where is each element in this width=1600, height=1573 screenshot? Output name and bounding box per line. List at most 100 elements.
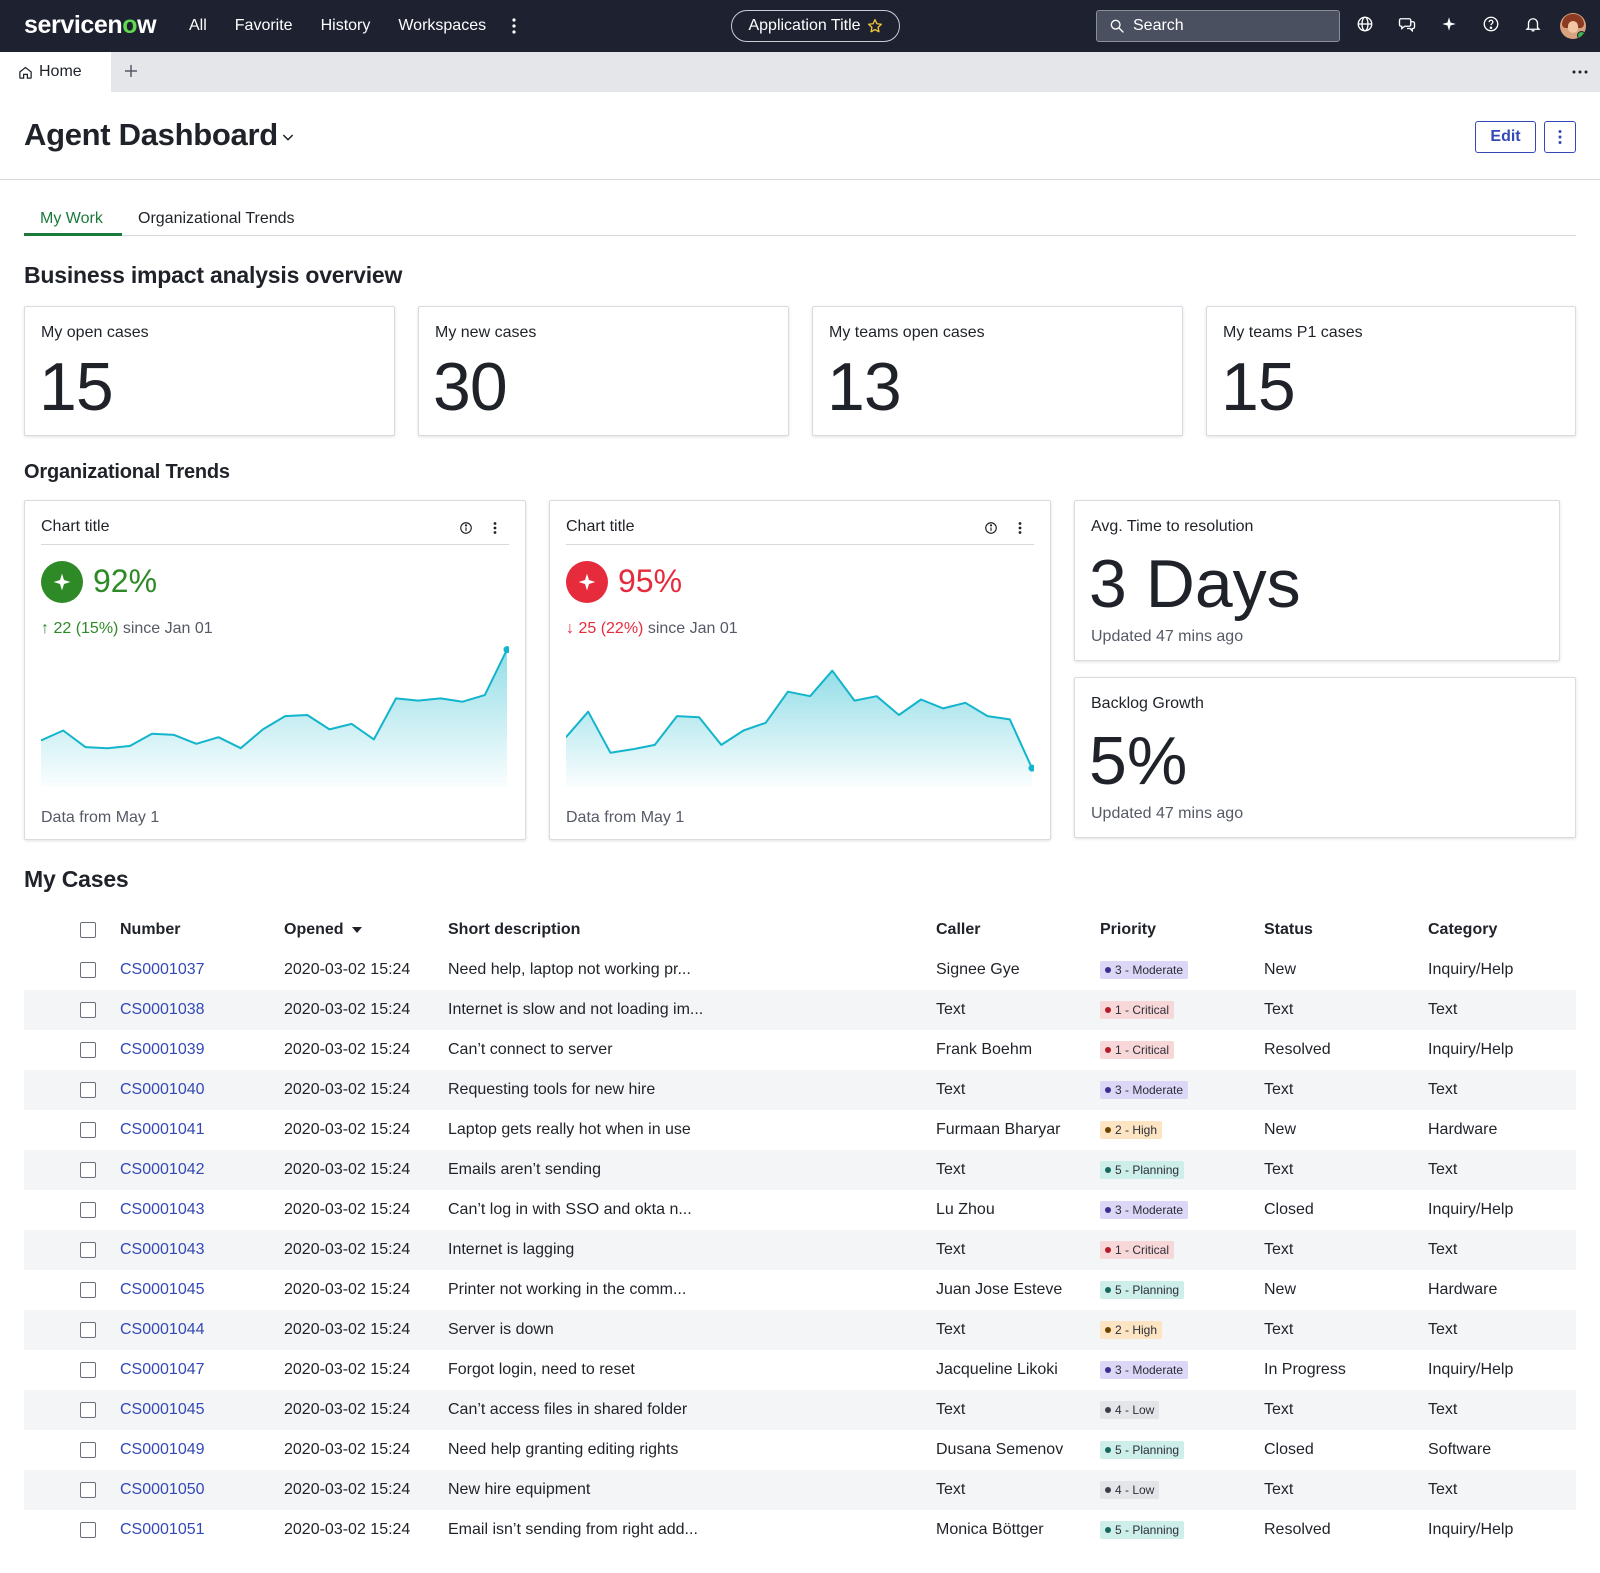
column-header-priority[interactable]: Priority xyxy=(1100,921,1157,938)
area-chart-2[interactable] xyxy=(566,639,1034,787)
column-header-short-description[interactable]: Short description xyxy=(448,921,581,938)
trend-chart-card-1[interactable]: Chart title 92% ↑ 22 (15%) since Jan 01 … xyxy=(24,500,526,840)
short-description: Email isn’t sending from right add... xyxy=(448,1521,698,1538)
nav-workspaces[interactable]: Workspaces xyxy=(398,17,487,34)
kpi-card-teams-open-cases[interactable]: My teams open cases 13 xyxy=(812,306,1183,436)
table-row[interactable]: CS0001051 2020-03-02 15:24 Email isn’t sen… xyxy=(24,1510,1576,1550)
case-number-link[interactable]: CS0001043 xyxy=(120,1241,205,1258)
globe-icon[interactable] xyxy=(1355,14,1375,34)
info-icon[interactable] xyxy=(984,521,998,535)
row-checkbox[interactable] xyxy=(80,1282,96,1298)
row-checkbox[interactable] xyxy=(80,1402,96,1418)
table-row[interactable]: CS0001044 2020-03-02 15:24 Server is down T… xyxy=(24,1310,1576,1350)
table-row[interactable]: CS0001040 2020-03-02 15:24 Requesting tool… xyxy=(24,1070,1576,1110)
table-row[interactable]: CS0001038 2020-03-02 15:24 Internet is slo… xyxy=(24,990,1576,1030)
row-checkbox[interactable] xyxy=(80,1002,96,1018)
case-number-link[interactable]: CS0001044 xyxy=(120,1321,205,1338)
row-checkbox[interactable] xyxy=(80,1362,96,1378)
kpi-card-my-open-cases[interactable]: My open cases 15 xyxy=(24,306,395,436)
row-checkbox[interactable] xyxy=(80,1522,96,1538)
priority-badge: 4 - Low xyxy=(1100,1401,1160,1419)
table-row[interactable]: CS0001041 2020-03-02 15:24 Laptop gets rea… xyxy=(24,1110,1576,1150)
table-row[interactable]: CS0001039 2020-03-02 15:24 Can’t connect t… xyxy=(24,1030,1576,1070)
case-number-link[interactable]: CS0001041 xyxy=(120,1121,205,1138)
category: Text xyxy=(1428,1161,1458,1178)
category: Text xyxy=(1428,1001,1458,1018)
row-checkbox[interactable] xyxy=(80,1082,96,1098)
stat-card-avg-resolution[interactable]: Avg. Time to resolution 3 Days Updated 4… xyxy=(1074,500,1560,661)
case-number-link[interactable]: CS0001045 xyxy=(120,1401,205,1418)
row-checkbox[interactable] xyxy=(80,1122,96,1138)
chevron-down-icon[interactable] xyxy=(280,129,296,145)
star-icon[interactable] xyxy=(867,18,883,34)
table-row[interactable]: CS0001043 2020-03-02 15:24 Can’t log in wi… xyxy=(24,1190,1576,1230)
add-tab-icon[interactable] xyxy=(122,62,140,80)
chart-more-icon[interactable] xyxy=(1018,521,1022,535)
nav-all[interactable]: All xyxy=(189,17,207,34)
table-row[interactable]: CS0001045 2020-03-02 15:24 Printer not wor… xyxy=(24,1270,1576,1310)
trend-chart-card-2[interactable]: Chart title 95% ↓ 25 (22%) since Jan 01 … xyxy=(549,500,1051,840)
application-title: Application Title xyxy=(748,17,861,34)
kpi-card-teams-p1-cases[interactable]: My teams P1 cases 15 xyxy=(1206,306,1576,436)
tab-overflow-icon[interactable] xyxy=(1572,69,1588,75)
table-row[interactable]: CS0001045 2020-03-02 15:24 Can’t access fi… xyxy=(24,1390,1576,1430)
case-number-link[interactable]: CS0001039 xyxy=(120,1041,205,1058)
chat-icon[interactable] xyxy=(1397,14,1417,34)
info-icon[interactable] xyxy=(459,521,473,535)
nav-favorite[interactable]: Favorite xyxy=(234,17,293,34)
tab-my-work[interactable]: My Work xyxy=(40,210,103,227)
tab-organizational-trends[interactable]: Organizational Trends xyxy=(138,210,295,227)
column-header-category[interactable]: Category xyxy=(1428,921,1498,938)
case-number-link[interactable]: CS0001050 xyxy=(120,1481,205,1498)
case-number-link[interactable]: CS0001045 xyxy=(120,1281,205,1298)
priority-label: 3 - Moderate xyxy=(1115,963,1184,977)
case-number-link[interactable]: CS0001037 xyxy=(120,961,205,978)
case-number-link[interactable]: CS0001042 xyxy=(120,1161,205,1178)
nav-more-icon[interactable] xyxy=(511,16,517,36)
table-row[interactable]: CS0001037 2020-03-02 15:24 Need help, lapt… xyxy=(24,950,1576,990)
select-all-checkbox[interactable] xyxy=(80,922,96,938)
case-number-link[interactable]: CS0001043 xyxy=(120,1201,205,1218)
tab-home[interactable]: Home xyxy=(0,52,111,92)
table-row[interactable]: CS0001047 2020-03-02 15:24 Forgot login, n… xyxy=(24,1350,1576,1390)
application-title-pill[interactable]: Application Title xyxy=(731,10,900,42)
case-number-link[interactable]: CS0001038 xyxy=(120,1001,205,1018)
servicenow-logo[interactable]: servicenow xyxy=(24,11,157,39)
user-avatar[interactable] xyxy=(1560,13,1586,39)
case-number-link[interactable]: CS0001047 xyxy=(120,1361,205,1378)
stat-card-backlog-growth[interactable]: Backlog Growth 5% Updated 47 mins ago xyxy=(1074,677,1576,838)
case-number-link[interactable]: CS0001051 xyxy=(120,1521,205,1538)
bell-icon[interactable] xyxy=(1523,14,1543,34)
table-row[interactable]: CS0001049 2020-03-02 15:24 Need help grant… xyxy=(24,1430,1576,1470)
page-more-button[interactable] xyxy=(1544,121,1576,153)
column-header-number[interactable]: Number xyxy=(120,921,181,938)
priority-badge: 1 - Critical xyxy=(1100,1241,1175,1259)
row-checkbox[interactable] xyxy=(80,962,96,978)
table-row[interactable]: CS0001042 2020-03-02 15:24 Emails aren’t s… xyxy=(24,1150,1576,1190)
row-checkbox[interactable] xyxy=(80,1442,96,1458)
column-header-caller[interactable]: Caller xyxy=(936,921,981,938)
row-checkbox[interactable] xyxy=(80,1322,96,1338)
chart-more-icon[interactable] xyxy=(493,521,497,535)
row-checkbox[interactable] xyxy=(80,1482,96,1498)
column-header-status[interactable]: Status xyxy=(1264,921,1313,938)
kpi-card-my-new-cases[interactable]: My new cases 30 xyxy=(418,306,789,436)
area-chart-1[interactable] xyxy=(41,639,509,787)
nav-history[interactable]: History xyxy=(320,17,371,34)
sparkle-icon[interactable] xyxy=(1439,14,1459,34)
column-header-opened[interactable]: Opened xyxy=(284,910,362,950)
opened-date: 2020-03-02 15:24 xyxy=(284,1281,411,1298)
edit-button[interactable]: Edit xyxy=(1475,121,1536,153)
table-row[interactable]: CS0001043 2020-03-02 15:24 Internet is lag… xyxy=(24,1230,1576,1270)
row-checkbox[interactable] xyxy=(80,1042,96,1058)
row-checkbox[interactable] xyxy=(80,1202,96,1218)
global-search-input[interactable]: Search xyxy=(1096,10,1340,42)
row-checkbox[interactable] xyxy=(80,1162,96,1178)
help-icon[interactable] xyxy=(1481,14,1501,34)
row-checkbox[interactable] xyxy=(80,1242,96,1258)
case-number-link[interactable]: CS0001040 xyxy=(120,1081,205,1098)
case-number-link[interactable]: CS0001049 xyxy=(120,1441,205,1458)
kpi-label: My teams open cases xyxy=(829,324,985,341)
table-row[interactable]: CS0001050 2020-03-02 15:24 New hire equipm… xyxy=(24,1470,1576,1510)
caller: Dusana Semenov xyxy=(936,1441,1064,1458)
